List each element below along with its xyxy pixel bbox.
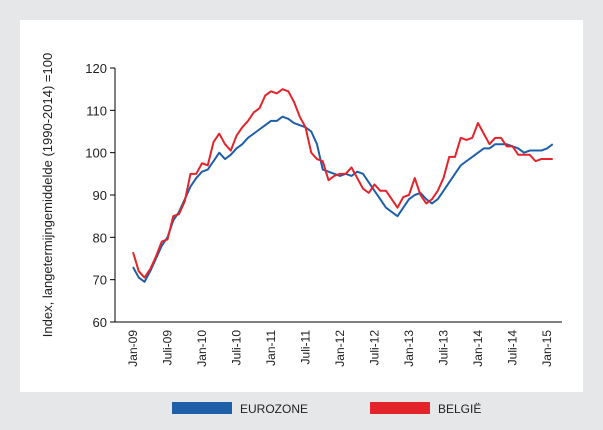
legend-swatch — [172, 402, 232, 414]
y-axis-label: Index, langetermijngemiddelde (1990-2014… — [40, 53, 55, 337]
legend-swatch — [370, 402, 430, 414]
x-tick-label: Juli-14 — [506, 330, 520, 366]
series-line — [132, 88, 553, 279]
x-tick-label: Jan-09 — [126, 330, 140, 367]
x-tick-label: Jan-14 — [471, 330, 485, 367]
x-tick-label: Juli-10 — [230, 330, 244, 366]
y-tick-label: 70 — [93, 273, 107, 288]
y-tick-label: 100 — [85, 146, 107, 161]
y-tick-label: 80 — [93, 230, 107, 245]
panel — [20, 20, 583, 392]
y-tick-label: 110 — [86, 103, 107, 118]
x-tick-label: Jan-12 — [333, 330, 347, 367]
x-tick-label: Jan-13 — [402, 330, 416, 367]
y-tick-label: 120 — [85, 61, 107, 76]
x-tick-label: Juli-09 — [161, 330, 175, 366]
legend-label: EUROZONE — [240, 402, 308, 416]
x-tick-label: Juli-13 — [437, 330, 451, 366]
y-tick-label: 60 — [93, 315, 107, 330]
y-tick-label: 90 — [93, 188, 107, 203]
x-tick-label: Juli-12 — [368, 330, 382, 366]
x-tick-label: Jan-11 — [264, 330, 278, 366]
x-tick-label: Jan-15 — [540, 330, 554, 367]
x-tick-label: Juli-11 — [299, 330, 313, 365]
legend-label: BELGIË — [438, 402, 481, 416]
series-line — [132, 115, 554, 283]
x-tick-label: Jan-10 — [195, 330, 209, 367]
